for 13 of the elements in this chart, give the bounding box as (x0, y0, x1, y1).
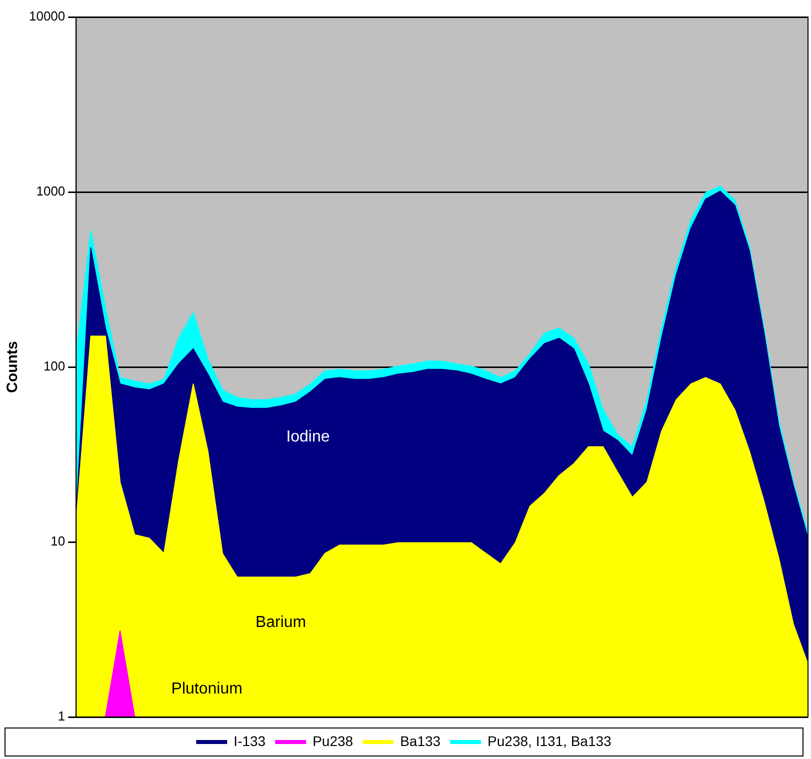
y-tick-label: 100 (43, 358, 66, 374)
y-tick-label: 1 (58, 708, 66, 724)
annotation: Iodine (286, 428, 330, 446)
annotation: Barium (255, 614, 306, 631)
y-tick-label: 1000 (36, 184, 66, 199)
y-axis-title: Counts (4, 341, 22, 393)
y-tick-label: 10 (50, 534, 66, 549)
legend-label: Pu238 (312, 732, 354, 749)
legend-label: Pu238, I131, Ba133 (488, 732, 612, 749)
y-tick-label: 10000 (28, 8, 66, 24)
annotation: Plutonium (171, 680, 242, 698)
legend-label: Ba133 (400, 732, 441, 749)
legend-label: I-133 (234, 732, 266, 749)
